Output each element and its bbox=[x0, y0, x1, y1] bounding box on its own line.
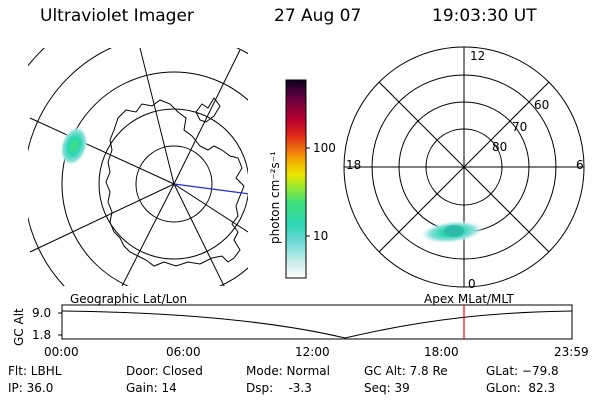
timeline-x-tick-1800: 18:00 bbox=[424, 345, 459, 359]
left-map-label: Geographic Lat/Lon bbox=[70, 292, 188, 306]
timeline-y-tick-high: 9.0 bbox=[32, 306, 52, 320]
altitude-curve bbox=[61, 310, 573, 339]
info-door: Door: Closed bbox=[126, 364, 203, 378]
info-mode: Mode: Normal bbox=[246, 364, 330, 378]
timeline-x-tick-0000: 00:00 bbox=[44, 345, 79, 359]
mlat-label-80: 80 bbox=[492, 140, 508, 154]
colorbar bbox=[285, 79, 307, 279]
geographic-map bbox=[28, 48, 248, 286]
info-ip: IP: 36.0 bbox=[8, 381, 54, 395]
colorbar-tick-10: 10 bbox=[313, 229, 329, 243]
app-title: Ultraviolet Imager bbox=[40, 6, 194, 26]
mlat-label-70: 70 bbox=[512, 120, 528, 134]
mlt-label-0: 0 bbox=[468, 277, 476, 291]
info-glon: GLon: 82.3 bbox=[486, 381, 556, 395]
mlat-label-60: 60 bbox=[534, 98, 550, 112]
timeline-frame bbox=[61, 304, 573, 340]
info-glat: GLat: −79.8 bbox=[486, 364, 559, 378]
timeline-x-tick-0600: 06:00 bbox=[166, 345, 201, 359]
info-gain: Gain: 14 bbox=[126, 381, 177, 395]
mlt-label-18: 18 bbox=[346, 158, 362, 172]
mlt-label-6: 6 bbox=[576, 158, 584, 172]
aurora-blob-left bbox=[60, 126, 88, 166]
timeline-x-tick-1200: 12:00 bbox=[295, 345, 330, 359]
info-dsp: Dsp: -3.3 bbox=[246, 381, 312, 395]
time-label: 19:03:30 UT bbox=[432, 6, 537, 26]
info-gc-alt: GC Alt: 7.8 Re bbox=[364, 364, 448, 378]
timeline-x-tick-2359: 23:59 bbox=[554, 345, 589, 359]
mlt-label-12: 12 bbox=[470, 49, 486, 63]
colorbar-unit-label: photon cm⁻²s⁻¹ bbox=[268, 151, 282, 244]
timeline-y-label: GC Alt bbox=[12, 308, 26, 346]
magnetic-map bbox=[343, 46, 585, 288]
date-label: 27 Aug 07 bbox=[274, 6, 362, 26]
right-map-label: Apex MLat/MLT bbox=[424, 292, 514, 306]
colorbar-tick-100: 100 bbox=[313, 141, 336, 155]
info-seq: Seq: 39 bbox=[364, 381, 410, 395]
timeline-y-tick-low: 1.8 bbox=[32, 328, 52, 342]
info-filter: Flt: LBHL bbox=[8, 364, 62, 378]
